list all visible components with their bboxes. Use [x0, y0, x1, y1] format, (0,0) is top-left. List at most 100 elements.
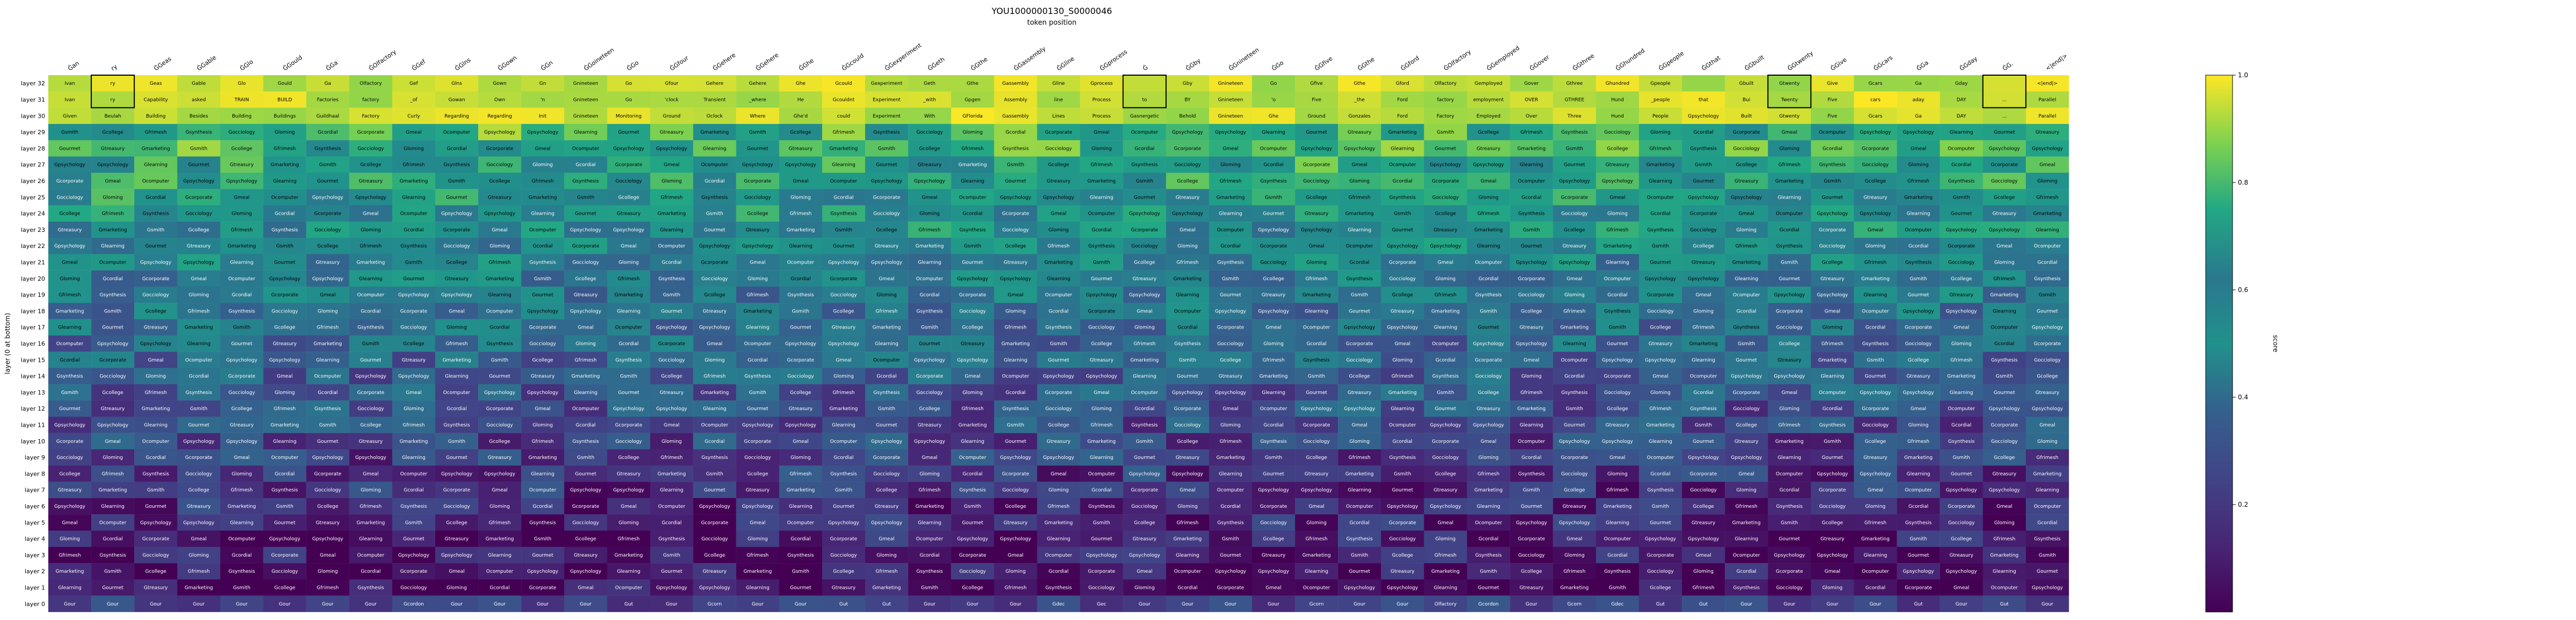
- heatmap-cell: [564, 303, 608, 319]
- heatmap-cell: [1682, 368, 1725, 384]
- heatmap-cell: [1682, 595, 1725, 612]
- heatmap-cell: [1982, 368, 2026, 384]
- heatmap-cell-label: Gcordial: [533, 504, 553, 509]
- heatmap-cell-label: DAY: [1957, 114, 1966, 119]
- heatmap-cell-label: Gcorporate: [529, 586, 557, 591]
- heatmap-cell-label: Gcollege: [1564, 488, 1585, 493]
- heatmap-cell: [177, 172, 221, 189]
- heatmap-cell: [1209, 286, 1253, 303]
- heatmap-cell-label: Gcorporate: [658, 341, 685, 347]
- heatmap-cell-label: Gfrimesh: [231, 488, 253, 493]
- heatmap-cell-label: Ocomputer: [1733, 553, 1760, 558]
- heatmap-cell-label: Gour: [1526, 602, 1538, 607]
- y-tick-label: layer 24: [21, 210, 45, 217]
- heatmap-cell-label: Gmeal: [406, 390, 421, 396]
- heatmap-cell: [48, 286, 92, 303]
- heatmap-cell: [908, 514, 952, 531]
- heatmap-cell: [521, 189, 565, 206]
- heatmap-cell: [263, 417, 306, 433]
- x-tick-label: ĠGef: [411, 57, 427, 72]
- heatmap-cell-label: Gmarketing: [185, 586, 213, 591]
- heatmap-cell-label: Gtreasury: [101, 146, 125, 151]
- heatmap-cell-label: Gfrimesh: [1306, 276, 1328, 282]
- heatmap-cell: [1338, 563, 1381, 580]
- heatmap-cell-label: Gtreasury: [1519, 586, 1543, 591]
- heatmap-cell: [177, 530, 221, 547]
- heatmap-cell: [91, 91, 135, 108]
- heatmap-cell-label: With: [924, 114, 935, 119]
- y-tick-label: layer 3: [25, 552, 45, 559]
- heatmap-cell: [951, 465, 994, 482]
- heatmap-cell: [1295, 205, 1338, 222]
- heatmap-cell-label: Gourmet: [1865, 374, 1886, 380]
- heatmap-cell-label: Gmarketing: [1474, 228, 1503, 233]
- heatmap-cell-label: Ocomputer: [271, 195, 298, 200]
- heatmap-cell-label: Parallel: [2039, 114, 2057, 119]
- heatmap-cell: [1123, 530, 1166, 547]
- heatmap-cell-label: Gcorporate: [1131, 488, 1158, 493]
- heatmap-cell: [693, 579, 736, 596]
- heatmap-cell-label: Gcorporate: [228, 374, 255, 380]
- heatmap-cell-label: Gourmet: [59, 146, 80, 151]
- heatmap-cell: [392, 75, 436, 92]
- heatmap-cell: [48, 156, 92, 173]
- heatmap-cell: [779, 579, 823, 596]
- heatmap-cell: [1725, 205, 1768, 222]
- heatmap-cell-label: Gmarketing: [529, 195, 557, 200]
- heatmap-cell: [48, 335, 92, 352]
- heatmap-cell: [48, 368, 92, 384]
- heatmap-cell: [822, 303, 866, 319]
- heatmap-cell-label: Gtreasury: [1563, 244, 1587, 249]
- heatmap-cell: [1982, 384, 2026, 401]
- heatmap-cell: [1209, 91, 1253, 108]
- heatmap-cell-label: Gcordial: [1951, 423, 1971, 428]
- heatmap-cell: [736, 319, 780, 336]
- heatmap-cell-label: Gpsychology: [398, 553, 430, 558]
- heatmap-cell: [2025, 221, 2069, 238]
- heatmap-cell-label: Gourmet: [1005, 179, 1027, 184]
- heatmap-cell-label: Gocciology: [960, 569, 986, 574]
- heatmap-cell-label: Ocomputer: [1862, 569, 1889, 574]
- heatmap-cell: [908, 123, 952, 141]
- heatmap-cell-label: Gfrimesh: [1435, 293, 1457, 298]
- heatmap-cell-label: Gsmith: [620, 374, 637, 380]
- heatmap-cell: [1982, 286, 2026, 303]
- heatmap-cell-label: Gcollege: [1607, 406, 1628, 412]
- heatmap-cell-label: Gcollege: [489, 439, 511, 444]
- heatmap-cell-label: Ocomputer: [142, 439, 170, 444]
- heatmap-cell-label: Gsynthesis: [1518, 471, 1545, 477]
- heatmap-cell: [1166, 140, 1210, 157]
- heatmap-cell: [1768, 368, 1811, 384]
- heatmap-cell-label: Gtreasury: [1777, 358, 1802, 363]
- heatmap-cell: [1467, 465, 1510, 482]
- heatmap-cell-label: Gloming: [1049, 228, 1069, 233]
- heatmap-cell-label: Gpsychology: [742, 244, 774, 249]
- heatmap-cell: [48, 75, 92, 92]
- heatmap-cell: [822, 514, 866, 531]
- heatmap-cell-label: Gfrimesh: [2036, 455, 2058, 461]
- heatmap-cell-label: Gpsychology: [484, 130, 516, 135]
- heatmap-cell: [220, 189, 264, 206]
- heatmap-cell-label: Monitoring: [616, 114, 641, 119]
- heatmap-cell-label: Gcollege: [103, 390, 124, 396]
- heatmap-cell: [220, 352, 264, 368]
- heatmap-cell: [1209, 107, 1253, 125]
- heatmap-cell-label: Gloming: [532, 423, 553, 428]
- heatmap-cell-label: Gsmith: [964, 504, 981, 509]
- heatmap-cell: [607, 286, 650, 303]
- heatmap-cell: [1596, 384, 1640, 401]
- heatmap-cell: [1596, 319, 1640, 336]
- heatmap-cell: [1467, 417, 1510, 433]
- heatmap-cell: [220, 75, 264, 92]
- heatmap-cell: [607, 75, 650, 92]
- heatmap-cell: [650, 482, 693, 499]
- heatmap-cell: [349, 449, 393, 466]
- heatmap-cell-label: Gfrimesh: [445, 341, 467, 347]
- heatmap-cell-label: Gocciology: [1303, 439, 1330, 444]
- heatmap-cell: [1123, 546, 1166, 564]
- heatmap-cell: [779, 221, 823, 238]
- heatmap-cell-label: Gpsychology: [871, 179, 903, 184]
- heatmap-cell: [865, 189, 909, 206]
- heatmap-cell: [263, 449, 306, 466]
- heatmap-cell: [1424, 579, 1467, 596]
